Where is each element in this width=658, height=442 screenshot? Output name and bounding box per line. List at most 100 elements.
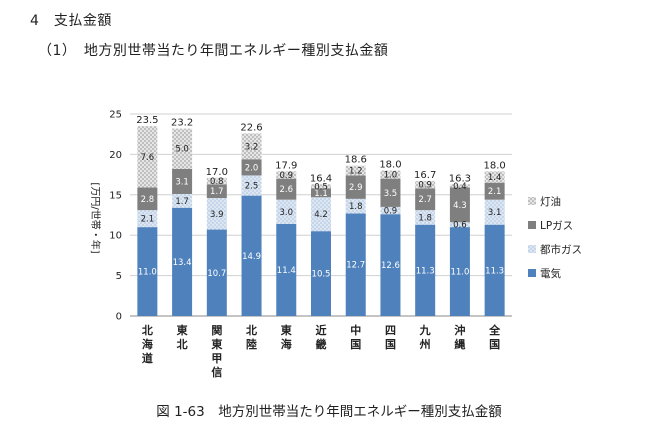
bar-segment [380, 206, 401, 215]
bar-segment [484, 224, 505, 316]
segment-value-label: 2.8 [141, 195, 155, 205]
bar-segment [415, 210, 436, 225]
segment-value-label: 11.0 [138, 268, 157, 278]
x-category-label: 畿 [316, 337, 327, 351]
total-value-label: 18.0 [484, 160, 506, 171]
x-category-label: 甲 [211, 352, 222, 365]
segment-value-label: 1.2 [349, 167, 363, 177]
bar-segment [415, 181, 436, 189]
x-category-label: 近 [316, 323, 327, 337]
segment-value-label: 2.1 [488, 187, 502, 197]
total-value-label: 16.4 [310, 173, 332, 184]
total-value-label: 16.3 [449, 173, 471, 184]
segment-value-label: 10.5 [312, 270, 331, 280]
x-category-label: 全 [488, 323, 501, 337]
segment-value-label: 4.2 [314, 210, 328, 220]
segment-value-label: 3.1 [175, 177, 189, 187]
x-category-label: 関 [211, 324, 222, 337]
bar-segment [345, 175, 366, 199]
y-tick-label: 15 [109, 190, 122, 201]
segment-value-label: 1.1 [314, 189, 328, 199]
y-axis-label: [万円/世帯・年] [89, 182, 102, 253]
bar-segment [415, 188, 436, 211]
section-heading: 4 支払金額 [30, 13, 112, 29]
bar-segment [311, 188, 331, 198]
bar-segment [311, 184, 331, 189]
bars [137, 126, 505, 316]
segment-value-label: 2.9 [349, 183, 363, 193]
segment-value-label: 1.7 [175, 197, 189, 207]
bar-segment [137, 126, 158, 188]
segment-value-label: 11.3 [485, 266, 504, 276]
x-category-label: 四 [385, 324, 396, 337]
bar-segment [206, 198, 227, 230]
bar-segment [415, 224, 436, 316]
segment-value-label: 1.0 [384, 171, 398, 181]
y-tick-label: 5 [116, 271, 122, 282]
x-category-label: 東 [211, 337, 223, 351]
segment-value-label: 13.4 [173, 258, 192, 268]
y-tick-label: 25 [109, 110, 122, 121]
legend-entry: LPガス [540, 220, 573, 232]
bar-segment [172, 193, 193, 208]
segment-value-label: 3.9 [210, 210, 224, 220]
bar-segment [241, 159, 262, 176]
x-category-label: 海 [142, 337, 153, 351]
segment-value-label: 2.5 [245, 182, 259, 192]
x-category-label: 北 [177, 337, 188, 351]
x-category-label: 東 [177, 323, 189, 337]
segment-value-label: 0.6 [453, 221, 467, 231]
total-value-label: 16.7 [414, 170, 436, 181]
subsection-heading: （1） 地方別世帯当たり年間エネルギー種別支払金額 [38, 43, 389, 59]
bar-segment [345, 213, 366, 316]
segment-value-label: 11.3 [416, 266, 435, 276]
total-value-label: 23.5 [136, 115, 158, 126]
segment-value-label: 2.0 [245, 163, 259, 173]
x-category-label: 陸 [246, 337, 257, 351]
bar-segment [276, 171, 297, 179]
x-category-label: 北 [142, 323, 153, 337]
bar-segment [449, 184, 470, 188]
segment-value-label: 0.9 [384, 207, 398, 217]
segment-value-label: 0.9 [418, 181, 432, 191]
segment-value-label: 2.7 [418, 195, 432, 205]
bar-segment [380, 214, 401, 316]
segment-value-label: 11.0 [450, 268, 469, 278]
x-category-label: 国 [385, 338, 396, 351]
segment-value-label: 3.1 [488, 208, 502, 218]
bar-segment [380, 178, 401, 207]
segment-value-label: 12.7 [346, 261, 365, 271]
data-labels: 11.0 2.1 2.8 7.6 23.5 13.4 1.7 3.1 5.0 23.2 10.7 3.… [136, 115, 506, 279]
segment-value-label: 3.0 [280, 208, 294, 218]
legend-swatch [528, 197, 536, 205]
total-value-label: 23.2 [171, 118, 193, 129]
x-category-label: 九 [419, 323, 431, 337]
bar-segment [484, 199, 505, 225]
bar-segment [206, 229, 227, 316]
bar-segment [137, 210, 158, 228]
bar-segment [137, 187, 158, 211]
legend-swatch [528, 269, 536, 277]
segment-value-label: 1.8 [349, 202, 363, 212]
bar-segment [172, 128, 193, 169]
segment-value-label: 1.8 [418, 213, 432, 223]
segment-value-label: 5.0 [175, 145, 189, 155]
total-value-label: 17.0 [206, 167, 228, 178]
bar-segment [345, 165, 366, 176]
bar-segment [241, 175, 262, 196]
legend-swatch [528, 245, 536, 253]
segment-value-label: 0.5 [314, 182, 328, 192]
legend-swatch [528, 221, 536, 229]
bar-segment [276, 223, 297, 316]
x-category-label: 縄 [454, 337, 465, 351]
legend-entry: 電気 [540, 267, 561, 280]
bar-segment [449, 187, 470, 223]
segment-value-label: 12.6 [381, 261, 400, 271]
x-category-label: 国 [489, 338, 500, 351]
x-category-label: 海 [281, 337, 292, 351]
segment-value-label: 2.1 [141, 215, 155, 225]
bar-segment [276, 199, 297, 224]
total-value-label: 18.6 [345, 155, 367, 166]
y-tick-label: 10 [109, 231, 122, 242]
